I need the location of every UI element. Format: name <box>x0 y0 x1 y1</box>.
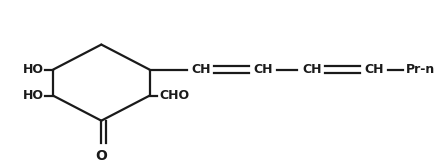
Text: HO: HO <box>22 89 43 102</box>
Text: Pr-n: Pr-n <box>406 63 434 76</box>
Text: CHO: CHO <box>159 89 189 102</box>
Text: HO: HO <box>22 63 43 76</box>
Text: CH: CH <box>191 63 210 76</box>
Text: CH: CH <box>364 63 383 76</box>
Text: O: O <box>95 148 107 163</box>
Text: CH: CH <box>253 63 273 76</box>
Text: CH: CH <box>301 63 321 76</box>
